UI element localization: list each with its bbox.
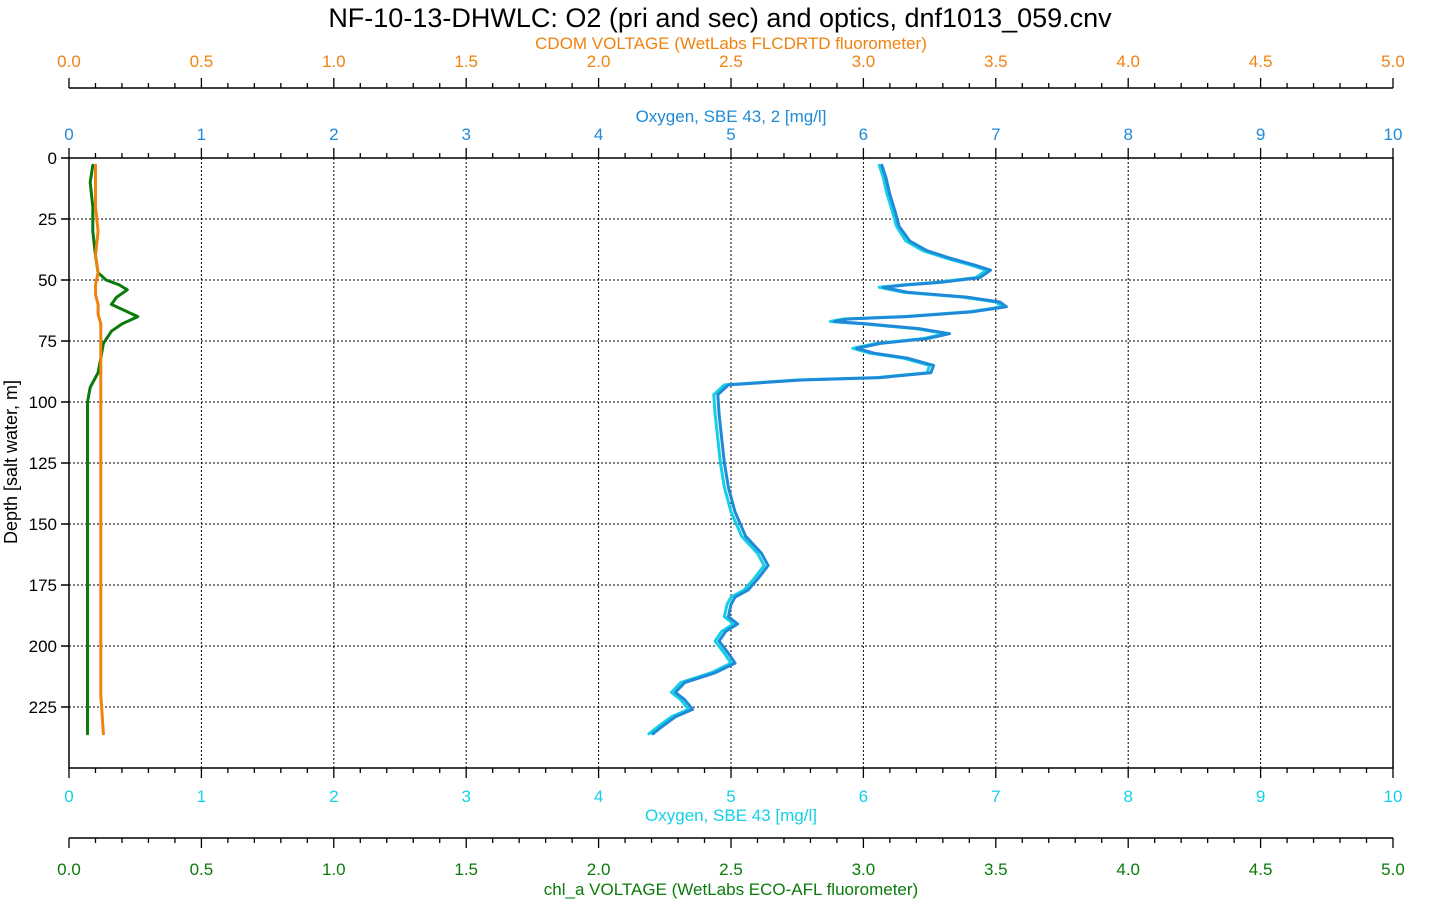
x-axis-oxy1: 0 1 2 3 4 5 6 7 8 9 10 Oxygen, SBE 43 [mg/l] bbox=[64, 768, 1402, 825]
x-tick-label-chl: 0.5 bbox=[190, 860, 214, 879]
x-tick-label-oxy2: 0 bbox=[64, 125, 73, 144]
grid-lines bbox=[69, 158, 1393, 768]
y-tick-label: 225 bbox=[29, 698, 57, 717]
x-tick-label-oxy2: 9 bbox=[1256, 125, 1265, 144]
x-tick-label-cdom: 4.0 bbox=[1116, 52, 1140, 71]
x-tick-label-oxy2: 1 bbox=[197, 125, 206, 144]
x-tick-label-oxy1: 1 bbox=[197, 787, 206, 806]
x-tick-label-oxy1: 4 bbox=[594, 787, 603, 806]
x-tick-label-chl: 5.0 bbox=[1381, 860, 1405, 879]
x-axes: 0.0 0.5 1.0 1.5 2.0 2.5 3.0 3.5 4.0 4.5 5.0 CDOM VO… bbox=[57, 34, 1405, 899]
x-tick-label-oxy1: 10 bbox=[1384, 787, 1403, 806]
x-tick-label-cdom: 1.0 bbox=[322, 52, 346, 71]
x-tick-label-oxy1: 0 bbox=[64, 787, 73, 806]
x-tick-label-chl: 4.5 bbox=[1249, 860, 1273, 879]
x-tick-label-oxy1: 6 bbox=[859, 787, 868, 806]
x-tick-label-chl: 2.5 bbox=[719, 860, 743, 879]
y-tick-label: 125 bbox=[29, 454, 57, 473]
x-tick-label-oxy1: 5 bbox=[726, 787, 735, 806]
x-tick-label-cdom: 0.0 bbox=[57, 52, 81, 71]
x-tick-label-oxy2: 8 bbox=[1123, 125, 1132, 144]
y-tick-label: 175 bbox=[29, 576, 57, 595]
y-tick-label: 25 bbox=[38, 210, 57, 229]
series-line-oxy2 bbox=[651, 163, 1008, 736]
y-tick-label: 100 bbox=[29, 393, 57, 412]
x-tick-label-oxy1: 2 bbox=[329, 787, 338, 806]
x-tick-label-cdom: 1.5 bbox=[454, 52, 478, 71]
x-tick-label-oxy2: 3 bbox=[461, 125, 470, 144]
x-tick-label-oxy1: 3 bbox=[461, 787, 470, 806]
x-axis-title-oxy1: Oxygen, SBE 43 [mg/l] bbox=[645, 806, 817, 825]
x-tick-label-cdom: 2.0 bbox=[587, 52, 611, 71]
x-tick-label-cdom: 3.5 bbox=[984, 52, 1008, 71]
x-tick-label-chl: 0.0 bbox=[57, 860, 81, 879]
x-tick-label-oxy2: 5 bbox=[726, 125, 735, 144]
chart-title: NF-10-13-DHWLC: O2 (pri and sec) and opt… bbox=[328, 3, 1112, 33]
depth-axis: 0 25 50 75 100 125 150 175 200 225 bbox=[29, 149, 69, 717]
y-axis-title: Depth [salt water, m] bbox=[1, 380, 21, 544]
x-tick-label-cdom: 4.5 bbox=[1249, 52, 1273, 71]
x-tick-label-chl: 3.0 bbox=[852, 860, 876, 879]
x-axis-title-oxy2: Oxygen, SBE 43, 2 [mg/l] bbox=[636, 107, 827, 126]
x-tick-label-chl: 3.5 bbox=[984, 860, 1008, 879]
y-tick-label: 50 bbox=[38, 271, 57, 290]
x-tick-label-cdom: 2.5 bbox=[719, 52, 743, 71]
series-line-cdom bbox=[94, 163, 105, 736]
x-tick-label-oxy2: 7 bbox=[991, 125, 1000, 144]
data-series bbox=[86, 163, 1008, 736]
x-axis-title-cdom: CDOM VOLTAGE (WetLabs FLCDRTD fluoromete… bbox=[535, 34, 927, 53]
x-tick-label-cdom: 5.0 bbox=[1381, 52, 1405, 71]
x-tick-label-oxy2: 10 bbox=[1384, 125, 1403, 144]
x-tick-label-oxy2: 4 bbox=[594, 125, 603, 144]
x-tick-label-cdom: 0.5 bbox=[190, 52, 214, 71]
y-tick-label: 75 bbox=[38, 332, 57, 351]
x-tick-label-chl: 4.0 bbox=[1116, 860, 1140, 879]
x-tick-label-oxy2: 2 bbox=[329, 125, 338, 144]
x-tick-label-chl: 2.0 bbox=[587, 860, 611, 879]
x-axis-cdom: 0.0 0.5 1.0 1.5 2.0 2.5 3.0 3.5 4.0 4.5 5.0 CDOM VO… bbox=[57, 34, 1405, 89]
x-axis-chl: 0.0 0.5 1.0 1.5 2.0 2.5 3.0 3.5 4.0 4.5 5.0 chl_a V… bbox=[57, 837, 1405, 899]
y-tick-label: 0 bbox=[48, 149, 57, 168]
x-tick-label-oxy2: 6 bbox=[859, 125, 868, 144]
x-tick-label-chl: 1.0 bbox=[322, 860, 346, 879]
x-axis-title-chl: chl_a VOLTAGE (WetLabs ECO-AFL fluoromet… bbox=[544, 880, 918, 899]
x-axis-oxy2: 0 1 2 3 4 5 6 7 8 9 10 Oxygen, SBE 43, 2 [mg/l] bbox=[64, 107, 1402, 158]
y-tick-label: 200 bbox=[29, 637, 57, 656]
x-tick-label-cdom: 3.0 bbox=[852, 52, 876, 71]
x-tick-label-chl: 1.5 bbox=[454, 860, 478, 879]
x-tick-label-oxy1: 7 bbox=[991, 787, 1000, 806]
x-tick-label-oxy1: 9 bbox=[1256, 787, 1265, 806]
x-tick-label-oxy1: 8 bbox=[1123, 787, 1132, 806]
y-tick-label: 150 bbox=[29, 515, 57, 534]
